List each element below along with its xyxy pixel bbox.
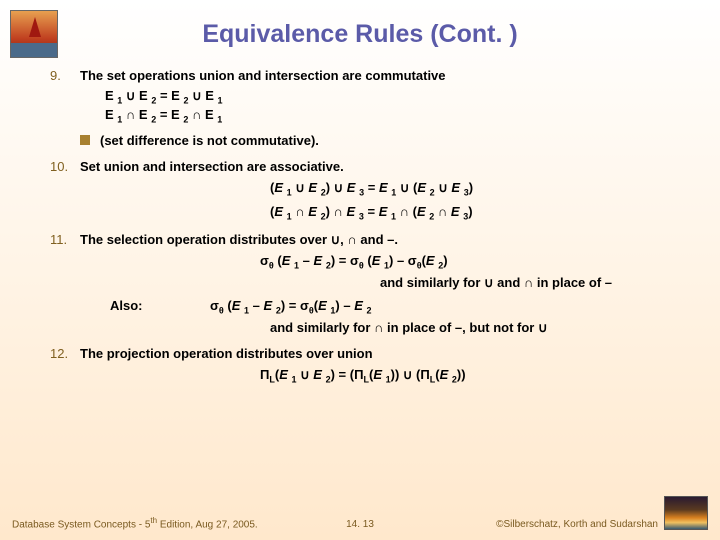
rule-11-eq2: σθ (E 1 – E 2) = σθ(E 1) – E 2 [210,297,372,317]
footer: Database System Concepts - 5th Edition, … [0,496,720,530]
rule-11-text: The selection operation distributes over… [80,231,690,249]
rule-9-note: (set difference is not commutative). [80,132,690,150]
rule-10-eq1: (E 1 ∪ E 2) ∪ E 3 = E 1 ∪ (E 2 ∪ E 3) [270,179,690,199]
rule-11-note1: and similarly for ∪ and ∩ in place of – [380,274,690,292]
header-logo [10,10,58,58]
footer-center: 14. 13 [346,519,374,530]
slide-title: Equivalence Rules (Cont. ) [0,0,720,67]
footer-right: ©Silberschatz, Korth and Sudarshan [496,496,708,530]
rule-10: 10. Set union and intersection are assoc… [50,158,690,176]
footer-left: Database System Concepts - 5th Edition, … [12,516,258,530]
rule-9-eq1: E 1 ∪ E 2 = E 2 ∪ E 1 [105,87,690,107]
rule-10-text: Set union and intersection are associati… [80,158,690,176]
rule-12: 12. The projection operation distributes… [50,345,690,363]
rule-11-eq1: σθ (E 1 – E 2) = σθ (E 1) – σθ(E 2) [260,252,690,272]
rule-10-num: 10. [50,158,80,176]
rule-10-eq2: (E 1 ∩ E 2) ∩ E 3 = E 1 ∩ (E 2 ∩ E 3) [270,203,690,223]
rule-9-eq2: E 1 ∩ E 2 = E 2 ∩ E 1 [105,106,690,126]
rule-12-eq1: ΠL(E 1 ∪ E 2) = (ΠL(E 1)) ∪ (ΠL(E 2)) [260,366,690,386]
rule-12-num: 12. [50,345,80,363]
rule-12-text: The projection operation distributes ove… [80,345,690,363]
slide-content: 9. The set operations union and intersec… [0,67,720,386]
rule-9-text: The set operations union and intersectio… [80,67,690,85]
bullet-icon [80,135,90,145]
rule-9-num: 9. [50,67,80,85]
rule-9: 9. The set operations union and intersec… [50,67,690,85]
rule-11: 11. The selection operation distributes … [50,231,690,249]
rule-11-note2: and similarly for ∩ in place of –, but n… [270,319,690,337]
rule-11-num: 11. [50,231,80,249]
footer-logo [664,496,708,530]
rule-11-also: Also: σθ (E 1 – E 2) = σθ(E 1) – E 2 [110,297,690,317]
